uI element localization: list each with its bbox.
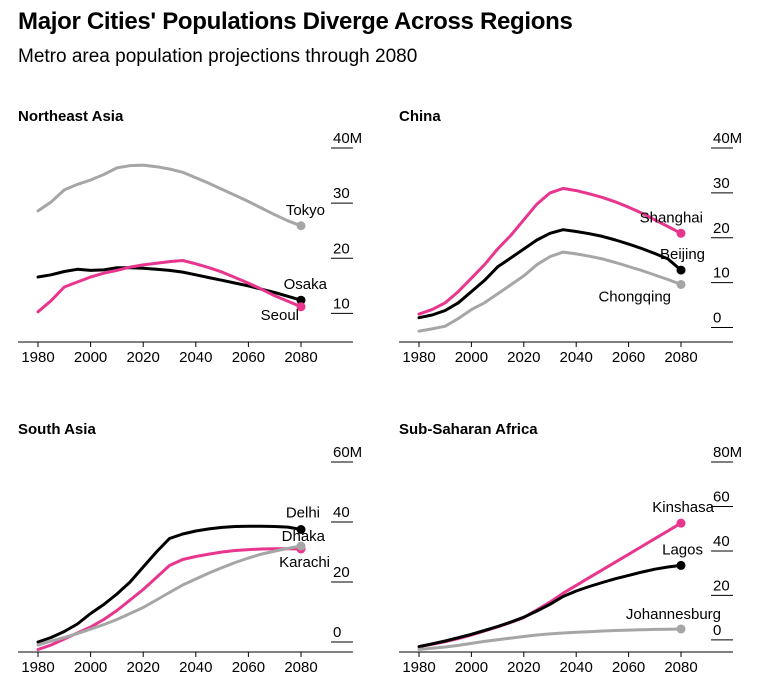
series-label-seoul: Seoul — [261, 307, 299, 324]
x-tick-label: 2080 — [664, 659, 697, 676]
x-tick-label: 2040 — [560, 659, 593, 676]
x-tick-label: 2020 — [127, 349, 160, 366]
series-line-lagos — [417, 563, 683, 649]
series-endpoint-chongqing — [676, 279, 686, 289]
panel-sub-saharan-africa: Sub-Saharan Africa 80M 60 40 20 0 1980 2000 2020… — [399, 421, 742, 676]
y-tick-label: 0 — [333, 624, 341, 641]
series-line-kinshasa — [417, 521, 683, 649]
x-tick-label: 2040 — [179, 659, 212, 676]
series-endpoint-seoul — [296, 302, 306, 312]
series-endpoint-karachi — [296, 541, 306, 551]
x-tick-label: 2060 — [612, 349, 645, 366]
x-tick-label: 2020 — [507, 659, 540, 676]
x-tick-label: 2000 — [74, 349, 107, 366]
series-label-shanghai: Shanghai — [640, 209, 703, 226]
x-tick-label: 2000 — [74, 659, 107, 676]
series-line-karachi — [36, 544, 303, 647]
panel-title: China — [399, 108, 441, 125]
series-label-chongqing: Chongqing — [598, 288, 671, 305]
series-line-johannesburg — [417, 627, 683, 651]
series-label-delhi: Delhi — [286, 505, 320, 522]
x-tick-label: 2000 — [455, 349, 488, 366]
y-tick-label: 80M — [713, 444, 742, 461]
panel-south-asia: South Asia 60M 40 20 0 1980 2000 2020 2040 2060 20… — [18, 421, 362, 676]
x-tick-label: 2040 — [560, 349, 593, 366]
y-tick-label: 20 — [713, 577, 730, 594]
series-endpoint-osaka — [296, 295, 306, 305]
y-tick-label: 20 — [713, 220, 730, 237]
y-tick-label: 0 — [713, 310, 721, 327]
y-tick-label: 40M — [713, 130, 742, 147]
series-label-tokyo: Tokyo — [286, 202, 325, 219]
panel-title: Sub-Saharan Africa — [399, 421, 538, 438]
chart-title: Major Cities' Populations Diverge Across… — [18, 8, 573, 35]
x-tick-label: 2020 — [127, 659, 160, 676]
series-label-karachi: Karachi — [279, 554, 330, 571]
series-line-chongqing — [417, 250, 683, 333]
series-endpoint-beijing — [676, 265, 686, 275]
series-label-kinshasa: Kinshasa — [652, 499, 714, 516]
series-line-tokyo — [36, 163, 303, 228]
x-tick-label: 2060 — [232, 659, 265, 676]
x-tick-label: 2060 — [232, 349, 265, 366]
series-line-beijing — [417, 228, 683, 320]
x-tick-label: 1980 — [21, 349, 54, 366]
y-tick-label: 40 — [713, 533, 730, 550]
y-tick-label: 30 — [333, 185, 350, 202]
series-endpoint-delhi — [296, 525, 306, 534]
y-tick-label: 0 — [713, 622, 721, 639]
series-endpoint-shanghai — [676, 228, 686, 238]
panel-china: China 40M 30 20 10 0 1980 2000 2020 2040 2060 2080 S… — [399, 108, 742, 366]
x-tick-label: 2060 — [612, 659, 645, 676]
series-endpoint-kinshasa — [676, 518, 686, 528]
series-line-osaka — [36, 266, 303, 302]
y-tick-label: 40M — [333, 130, 362, 147]
x-tick-label: 2040 — [179, 349, 212, 366]
panel-northeast-asia: Northeast Asia 40M 30 20 10 1980 2000 2020 2040 2… — [18, 108, 362, 366]
y-tick-label: 20 — [333, 240, 350, 257]
series-endpoint-lagos — [676, 560, 686, 570]
series-endpoint-tokyo — [296, 221, 306, 231]
series-line-seoul — [36, 259, 303, 314]
x-tick-label: 2020 — [507, 349, 540, 366]
x-tick-label: 2000 — [455, 659, 488, 676]
series-line-delhi — [36, 524, 303, 644]
series-label-osaka: Osaka — [284, 276, 328, 293]
x-tick-label: 1980 — [21, 659, 54, 676]
series-label-dhaka: Dhaka — [282, 528, 326, 545]
panel-title: Northeast Asia — [18, 108, 124, 125]
y-tick-label: 10 — [713, 265, 730, 282]
x-tick-label: 2080 — [664, 349, 697, 366]
series-label-beijing: Beijing — [660, 246, 705, 263]
y-tick-label: 40 — [333, 504, 350, 521]
x-tick-label: 2080 — [284, 349, 317, 366]
y-tick-label: 30 — [713, 175, 730, 192]
panel-title: South Asia — [18, 421, 96, 438]
x-tick-label: 1980 — [402, 659, 435, 676]
series-line-shanghai — [417, 186, 683, 316]
series-endpoint-johannesburg — [676, 624, 686, 634]
series-label-lagos: Lagos — [662, 541, 703, 558]
chart-subtitle: Metro area population projections throug… — [18, 46, 418, 67]
y-tick-label: 20 — [333, 564, 350, 581]
y-tick-label: 60M — [333, 444, 362, 461]
y-tick-label: 60 — [713, 488, 730, 505]
y-tick-label: 10 — [333, 295, 350, 312]
x-tick-label: 1980 — [402, 349, 435, 366]
series-label-johannesburg: Johannesburg — [626, 606, 721, 623]
x-tick-label: 2080 — [284, 659, 317, 676]
